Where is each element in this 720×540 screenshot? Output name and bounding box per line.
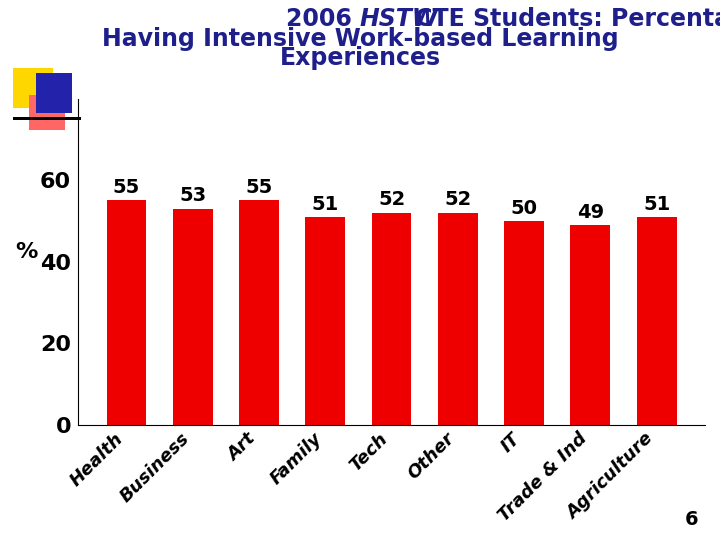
Text: 55: 55: [246, 178, 273, 197]
Bar: [636, 217, 677, 424]
Bar: [372, 213, 411, 424]
Bar: [173, 208, 212, 424]
Text: 52: 52: [0, 539, 1, 540]
Y-axis label: %: %: [15, 241, 37, 261]
Text: 55: 55: [0, 539, 1, 540]
Text: 50: 50: [510, 199, 538, 218]
Text: 2006: 2006: [0, 539, 1, 540]
Text: 6: 6: [685, 510, 698, 529]
Bar: [438, 213, 477, 424]
Bar: [305, 217, 345, 424]
Text: CTE Students: Percentage: CTE Students: Percentage: [407, 7, 720, 31]
Text: 49: 49: [577, 202, 604, 221]
Text: Experiences: Experiences: [279, 46, 441, 70]
Bar: [570, 225, 611, 424]
Text: 55: 55: [113, 178, 140, 197]
Text: 2006: 2006: [0, 539, 1, 540]
Bar: [107, 200, 146, 424]
Text: 52: 52: [444, 191, 472, 210]
Text: 52: 52: [378, 191, 405, 210]
Text: 49: 49: [0, 539, 1, 540]
Bar: [504, 221, 544, 424]
Text: HSTW: HSTW: [0, 539, 1, 540]
Text: 50: 50: [0, 539, 1, 540]
Text: 2006: 2006: [286, 7, 360, 31]
Text: HSTW: HSTW: [360, 7, 439, 31]
Text: 51: 51: [312, 194, 339, 213]
Text: Having Intensive Work-based Learning: Having Intensive Work-based Learning: [102, 27, 618, 51]
Text: 51: 51: [0, 539, 1, 540]
Text: 53: 53: [179, 186, 207, 205]
Text: 53: 53: [0, 539, 1, 540]
Text: 52: 52: [0, 539, 1, 540]
Text: 51: 51: [643, 194, 670, 213]
Bar: [239, 200, 279, 424]
Text: 55: 55: [0, 539, 1, 540]
Text: 51: 51: [0, 539, 1, 540]
